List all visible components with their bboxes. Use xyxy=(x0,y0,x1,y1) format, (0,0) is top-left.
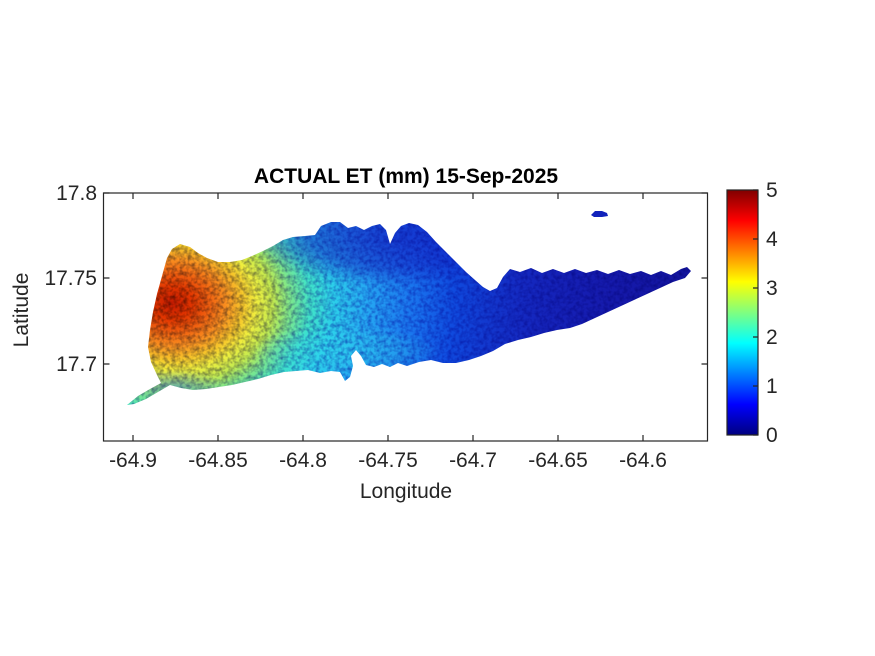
offshore-islet xyxy=(591,211,608,217)
axes-box xyxy=(102,192,709,442)
chart-title: ACTUAL ET (mm) 15-Sep-2025 xyxy=(254,165,559,188)
x-tick-label: -64.6 xyxy=(619,449,667,472)
x-axis-ticks-top xyxy=(132,193,644,199)
et-field-sw-overlay xyxy=(127,370,225,402)
x-tick-label: -64.65 xyxy=(528,449,588,472)
colorbar-tick-label: 3 xyxy=(766,277,778,300)
x-axis-label: Longitude xyxy=(360,480,452,503)
x-tick-label: -64.75 xyxy=(358,449,418,472)
y-axis-ticks xyxy=(103,192,110,365)
y-axis-label: Latitude xyxy=(10,273,33,348)
y-tick-label: 17.75 xyxy=(44,267,97,290)
y-axis-ticks-right xyxy=(701,192,708,365)
x-tick-label: -64.8 xyxy=(279,449,327,472)
et-field-north-overlay xyxy=(255,222,525,286)
colorbar-tick-label: 1 xyxy=(766,375,778,398)
colorbar-tick-label: 4 xyxy=(766,228,778,251)
y-tick-label: 17.8 xyxy=(56,182,97,205)
colorbar-tick-label: 5 xyxy=(766,179,778,202)
island-et-raster xyxy=(127,222,691,405)
x-tick-label: -64.7 xyxy=(449,449,497,472)
x-tick-label: -64.9 xyxy=(109,449,157,472)
colorbar xyxy=(726,189,759,436)
x-tick-label: -64.85 xyxy=(188,449,248,472)
et-field-south-cyan-overlay xyxy=(250,325,440,379)
colorbar-ticks xyxy=(753,189,758,436)
colorbar-tick-label: 0 xyxy=(766,424,778,447)
x-axis-ticks xyxy=(132,435,644,441)
y-tick-label: 17.7 xyxy=(56,353,97,376)
colorbar-tick-label: 2 xyxy=(766,326,778,349)
